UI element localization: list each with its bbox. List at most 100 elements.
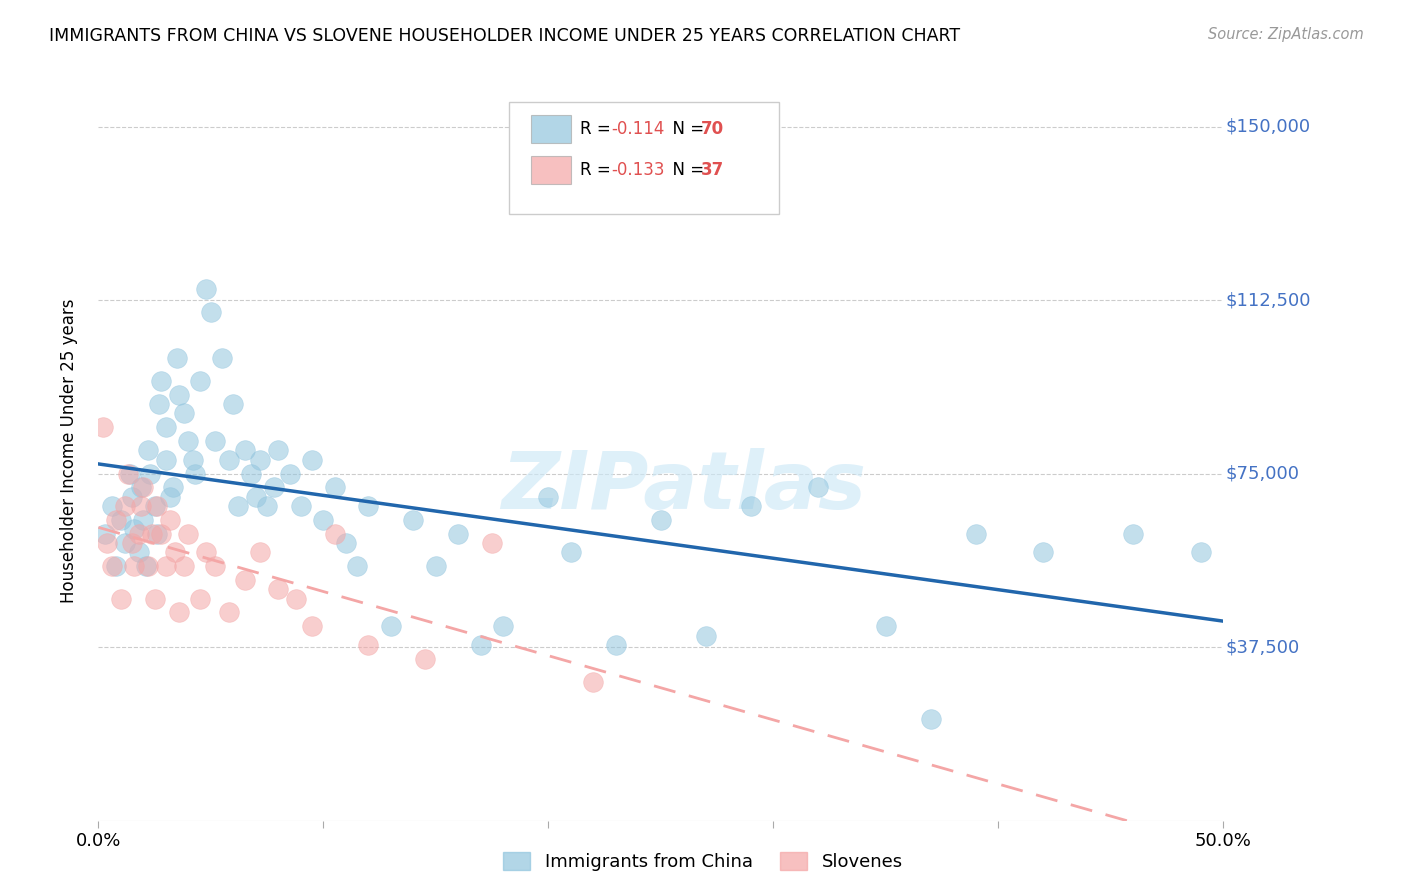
Point bbox=[740, 499, 762, 513]
Point bbox=[1032, 545, 1054, 559]
Point bbox=[195, 545, 218, 559]
Point bbox=[110, 591, 132, 606]
Point bbox=[807, 480, 830, 494]
Point bbox=[492, 619, 515, 633]
Point bbox=[124, 559, 146, 574]
Point bbox=[162, 480, 184, 494]
Point bbox=[301, 452, 323, 467]
Point bbox=[301, 619, 323, 633]
Point bbox=[920, 712, 942, 726]
Point bbox=[143, 499, 166, 513]
Point bbox=[105, 513, 128, 527]
Point bbox=[96, 536, 118, 550]
Point bbox=[582, 674, 605, 689]
Point bbox=[181, 452, 204, 467]
Point bbox=[226, 499, 249, 513]
Point bbox=[285, 591, 308, 606]
Point bbox=[114, 499, 136, 513]
Point bbox=[173, 559, 195, 574]
Text: R =: R = bbox=[579, 161, 616, 179]
Point bbox=[136, 443, 159, 458]
Point bbox=[218, 452, 240, 467]
FancyBboxPatch shape bbox=[531, 156, 571, 184]
Point bbox=[211, 351, 233, 365]
Point bbox=[146, 526, 169, 541]
Point bbox=[128, 545, 150, 559]
Point bbox=[195, 281, 218, 295]
Point bbox=[278, 467, 301, 481]
Point bbox=[163, 545, 186, 559]
Text: $37,500: $37,500 bbox=[1226, 638, 1299, 657]
Point bbox=[323, 526, 346, 541]
Point bbox=[245, 490, 267, 504]
Text: $112,500: $112,500 bbox=[1226, 291, 1310, 309]
Point bbox=[560, 545, 582, 559]
Point bbox=[155, 420, 177, 434]
Text: $150,000: $150,000 bbox=[1226, 118, 1310, 136]
Point bbox=[481, 536, 503, 550]
Point bbox=[110, 513, 132, 527]
Point bbox=[132, 480, 155, 494]
Point bbox=[159, 490, 181, 504]
Point bbox=[188, 591, 211, 606]
Text: $75,000: $75,000 bbox=[1226, 465, 1299, 483]
Point bbox=[204, 434, 226, 449]
Text: Source: ZipAtlas.com: Source: ZipAtlas.com bbox=[1208, 27, 1364, 42]
Text: IMMIGRANTS FROM CHINA VS SLOVENE HOUSEHOLDER INCOME UNDER 25 YEARS CORRELATION C: IMMIGRANTS FROM CHINA VS SLOVENE HOUSEHO… bbox=[49, 27, 960, 45]
Text: N =: N = bbox=[662, 120, 709, 138]
Point bbox=[121, 490, 143, 504]
Point bbox=[155, 452, 177, 467]
Point bbox=[117, 467, 139, 481]
Y-axis label: Householder Income Under 25 years: Householder Income Under 25 years bbox=[59, 298, 77, 603]
Point bbox=[148, 397, 170, 411]
Point bbox=[1122, 526, 1144, 541]
Point bbox=[150, 526, 173, 541]
Text: 37: 37 bbox=[702, 161, 724, 179]
Point bbox=[218, 606, 240, 620]
Point bbox=[124, 522, 146, 536]
Point bbox=[470, 638, 492, 652]
Point bbox=[177, 526, 200, 541]
Point bbox=[965, 526, 987, 541]
Point bbox=[129, 499, 152, 513]
Point bbox=[177, 434, 200, 449]
Point bbox=[263, 480, 285, 494]
Point bbox=[380, 619, 402, 633]
Point bbox=[413, 651, 436, 665]
Point bbox=[233, 443, 256, 458]
Point bbox=[357, 638, 380, 652]
Text: ZIPatlas: ZIPatlas bbox=[501, 449, 866, 526]
Point bbox=[256, 499, 278, 513]
Point bbox=[136, 559, 159, 574]
Point bbox=[222, 397, 245, 411]
Point bbox=[132, 513, 155, 527]
Point bbox=[184, 467, 207, 481]
Point bbox=[249, 452, 271, 467]
Text: N =: N = bbox=[662, 161, 709, 179]
Point bbox=[143, 591, 166, 606]
Point bbox=[91, 420, 114, 434]
Text: 70: 70 bbox=[702, 120, 724, 138]
Point bbox=[290, 499, 312, 513]
Point bbox=[173, 407, 195, 421]
Point bbox=[155, 559, 177, 574]
Point bbox=[346, 559, 368, 574]
Point bbox=[135, 559, 157, 574]
Point bbox=[233, 573, 256, 587]
Point bbox=[267, 443, 290, 458]
Point bbox=[139, 467, 162, 481]
Point bbox=[114, 536, 136, 550]
Point bbox=[105, 559, 128, 574]
Text: -0.114: -0.114 bbox=[612, 120, 665, 138]
Point bbox=[323, 480, 346, 494]
Point bbox=[169, 388, 191, 402]
Point bbox=[335, 536, 357, 550]
Point bbox=[150, 374, 173, 388]
Text: -0.133: -0.133 bbox=[612, 161, 665, 179]
Point bbox=[101, 559, 124, 574]
Point bbox=[240, 467, 263, 481]
Point bbox=[1189, 545, 1212, 559]
Point bbox=[118, 467, 141, 481]
Point bbox=[169, 606, 191, 620]
Point bbox=[188, 374, 211, 388]
